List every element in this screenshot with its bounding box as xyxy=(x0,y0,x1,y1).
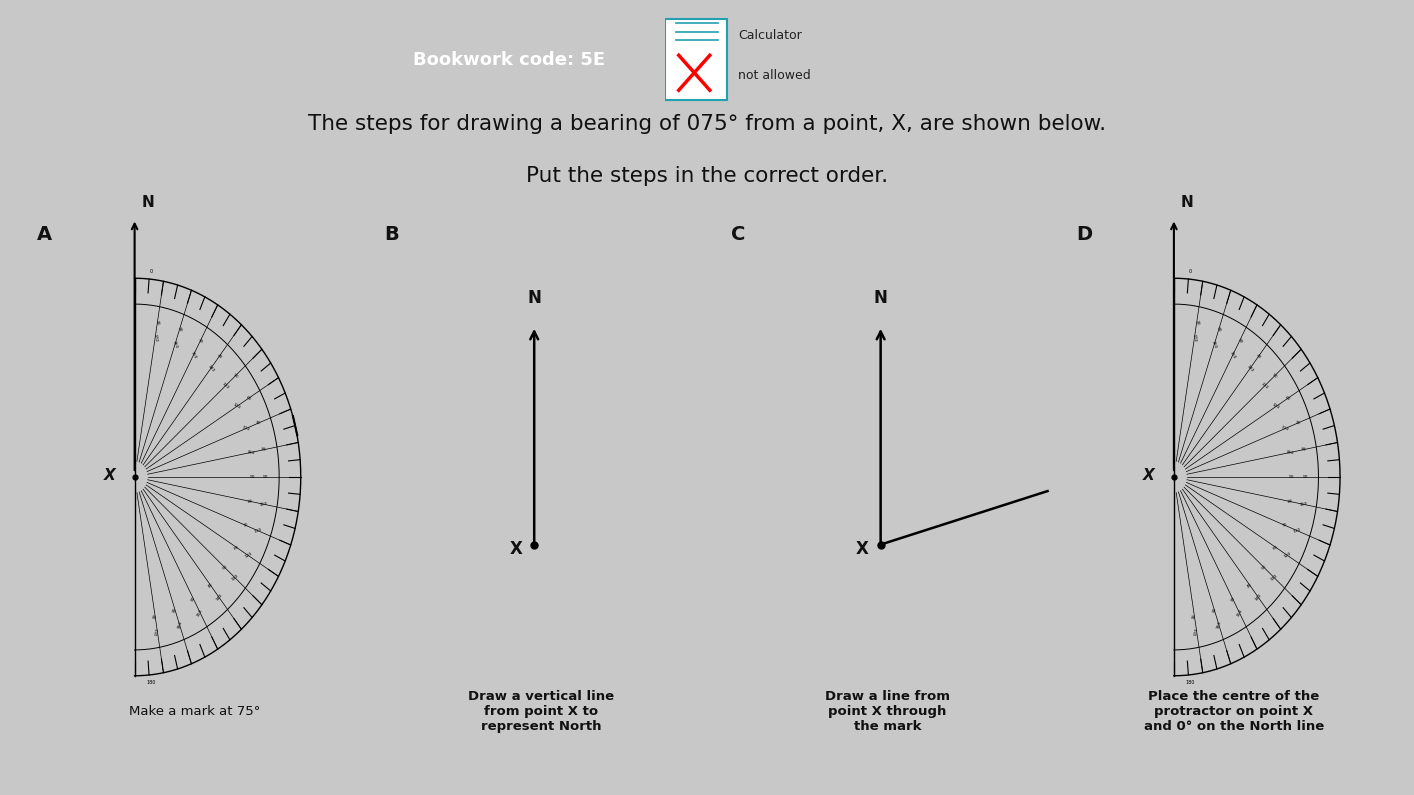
Text: 40: 40 xyxy=(216,353,222,360)
Text: 60: 60 xyxy=(233,545,240,551)
FancyBboxPatch shape xyxy=(665,19,727,100)
Text: 130: 130 xyxy=(230,574,239,582)
Text: N: N xyxy=(527,289,542,307)
Text: 70: 70 xyxy=(1294,421,1301,426)
Text: 20: 20 xyxy=(173,607,178,613)
Text: 100: 100 xyxy=(246,450,255,456)
Text: 130: 130 xyxy=(221,382,229,390)
Text: Draw a vertical line
from point X to
represent North: Draw a vertical line from point X to rep… xyxy=(468,690,614,733)
Text: B: B xyxy=(385,225,399,244)
Text: 80: 80 xyxy=(1287,499,1294,504)
Text: X: X xyxy=(103,467,116,483)
Text: 160: 160 xyxy=(1216,620,1222,629)
Text: 170: 170 xyxy=(153,334,158,343)
Text: 180: 180 xyxy=(1186,680,1195,684)
Text: 40: 40 xyxy=(206,582,214,588)
Text: 100: 100 xyxy=(259,502,269,507)
Text: Draw a line from
point X through
the mark: Draw a line from point X through the mar… xyxy=(824,690,950,733)
Text: 50: 50 xyxy=(232,373,239,379)
Text: Place the centre of the
protractor on point X
and 0° on the North line: Place the centre of the protractor on po… xyxy=(1144,690,1324,733)
Text: 50: 50 xyxy=(1261,564,1268,571)
Text: 40: 40 xyxy=(1256,353,1261,360)
Text: 120: 120 xyxy=(1282,552,1292,560)
Text: 10: 10 xyxy=(1192,613,1196,619)
Text: 70: 70 xyxy=(255,421,262,426)
Text: N: N xyxy=(1181,196,1193,210)
Text: 80: 80 xyxy=(1299,448,1307,452)
Text: 90: 90 xyxy=(1290,475,1295,479)
Text: 140: 140 xyxy=(1254,593,1263,602)
Text: 110: 110 xyxy=(240,425,250,432)
Text: Bookwork code: 5E: Bookwork code: 5E xyxy=(413,51,605,68)
Text: D: D xyxy=(1076,225,1092,244)
Text: 120: 120 xyxy=(243,552,253,560)
Text: 160: 160 xyxy=(171,339,178,349)
Text: 0: 0 xyxy=(150,270,153,274)
Text: X: X xyxy=(509,540,522,557)
Text: 170: 170 xyxy=(1193,627,1199,636)
Text: 170: 170 xyxy=(1192,334,1198,343)
Text: 60: 60 xyxy=(1273,545,1280,551)
Text: 170: 170 xyxy=(154,627,160,636)
Text: 30: 30 xyxy=(1236,338,1243,344)
Text: 150: 150 xyxy=(197,608,204,618)
Text: X: X xyxy=(1143,467,1155,483)
Text: 10: 10 xyxy=(1195,320,1199,325)
Text: 70: 70 xyxy=(1281,522,1288,528)
Text: 90: 90 xyxy=(263,475,269,479)
Text: X: X xyxy=(855,540,868,557)
Text: 150: 150 xyxy=(1236,608,1243,618)
Text: 30: 30 xyxy=(1230,595,1236,603)
Text: 100: 100 xyxy=(1285,450,1294,456)
Text: 140: 140 xyxy=(1246,364,1254,374)
Text: 140: 140 xyxy=(215,593,223,602)
Text: 70: 70 xyxy=(242,522,249,528)
Text: 110: 110 xyxy=(1292,527,1302,534)
Text: 150: 150 xyxy=(1229,350,1237,359)
Text: N: N xyxy=(874,289,888,307)
Text: 10: 10 xyxy=(156,320,160,325)
Text: 110: 110 xyxy=(1280,425,1290,432)
Text: 90: 90 xyxy=(250,475,256,479)
Text: 30: 30 xyxy=(191,595,197,603)
Text: 110: 110 xyxy=(253,527,263,534)
Text: A: A xyxy=(37,225,52,244)
Text: 90: 90 xyxy=(1302,475,1308,479)
Text: 20: 20 xyxy=(1212,607,1217,613)
Text: 80: 80 xyxy=(260,448,267,452)
Text: 150: 150 xyxy=(189,350,198,359)
Text: 30: 30 xyxy=(197,338,204,344)
Text: 50: 50 xyxy=(222,564,229,571)
Text: not allowed: not allowed xyxy=(738,69,810,82)
Text: 80: 80 xyxy=(247,499,255,504)
Text: 60: 60 xyxy=(1284,395,1291,401)
Text: Calculator: Calculator xyxy=(738,29,802,41)
Text: Make a mark at 75°: Make a mark at 75° xyxy=(129,705,260,718)
Text: 20: 20 xyxy=(177,326,182,333)
Text: 120: 120 xyxy=(232,402,242,410)
Text: 40: 40 xyxy=(1246,582,1253,588)
Text: The steps for drawing a bearing of 075° from a point, X, are shown below.: The steps for drawing a bearing of 075° … xyxy=(308,114,1106,134)
Text: 120: 120 xyxy=(1271,402,1281,410)
Text: 50: 50 xyxy=(1271,373,1278,379)
Text: 160: 160 xyxy=(1210,339,1217,349)
Text: 100: 100 xyxy=(1298,502,1308,507)
Text: 60: 60 xyxy=(245,395,252,401)
Text: N: N xyxy=(141,196,154,210)
Text: 10: 10 xyxy=(153,613,157,619)
Text: 160: 160 xyxy=(177,620,182,629)
Text: 180: 180 xyxy=(147,680,156,684)
Text: C: C xyxy=(731,225,745,244)
Text: 20: 20 xyxy=(1216,326,1222,333)
Text: 140: 140 xyxy=(206,364,215,374)
Text: 0: 0 xyxy=(1189,270,1192,274)
Text: 130: 130 xyxy=(1260,382,1268,390)
Text: Put the steps in the correct order.: Put the steps in the correct order. xyxy=(526,166,888,186)
Text: 130: 130 xyxy=(1270,574,1278,582)
